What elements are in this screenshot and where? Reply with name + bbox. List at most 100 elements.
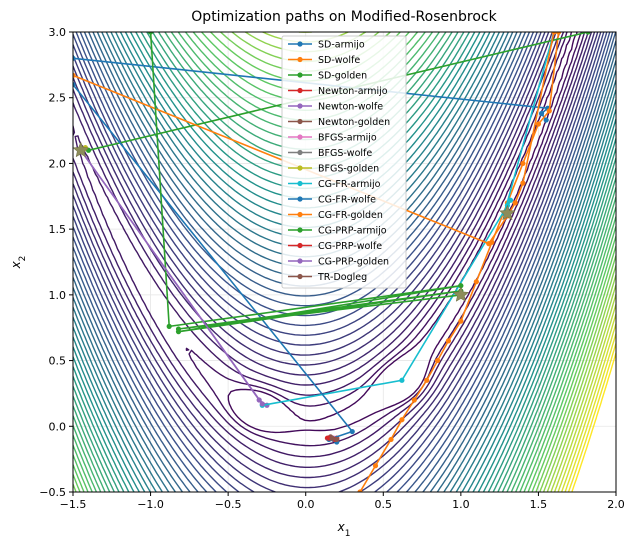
plot-frame: [72, 31, 617, 493]
axis-ticks: −1.5 −1.0 −0.5 0.0 0.5 1.0 1.5 2.0 −0.5 0.0 0.5 1.0…: [39, 26, 624, 511]
legend-marker-SD-wolfe: [297, 56, 303, 63]
y-tick-label: 3.0: [49, 26, 67, 39]
path-point-TR-Dogleg: [329, 435, 335, 441]
path-point-CG-FR-wolfe: [349, 428, 355, 435]
legend-label-CG-FR-golden: CG-FR-golden: [318, 210, 383, 221]
path-point-CG-FR-wolfe: [73, 81, 76, 88]
legend-label-CG-PRP-wolfe: CG-PRP-wolfe: [318, 241, 382, 252]
path-point-CG-FR-golden: [512, 200, 518, 206]
contour-line: [557, 313, 616, 492]
contour-line: [73, 32, 593, 479]
path-point-CG-FR-golden: [551, 32, 557, 35]
legend-marker-CG-PRP-golden: [297, 258, 303, 264]
contour-line: [73, 32, 616, 492]
y-tick-label: 1.5: [49, 223, 67, 236]
legend-label-CG-PRP-armijo: CG-PRP-armijo: [318, 226, 387, 237]
path-point-CG-FR-golden: [73, 72, 76, 78]
x-tick-label: 0.5: [375, 498, 393, 511]
x-tick-label: −1.0: [137, 498, 164, 511]
legend-marker-CG-FR-wolfe: [297, 196, 303, 202]
path-point-SD-wolfe: [555, 32, 562, 35]
path-point-CG-PRP-armijo: [175, 326, 182, 332]
contour-line: [73, 32, 605, 492]
legend-box: [281, 35, 407, 289]
path-CG-FR-armijo: [262, 32, 555, 407]
legend-marker-CG-FR-armijo: [297, 180, 303, 187]
path-point-CG-PRP-armijo: [458, 283, 464, 289]
path-point-SD-wolfe: [546, 108, 552, 114]
x-axis-label-sub: 1: [345, 529, 351, 539]
legend-marker-BFGS-wolfe: [297, 149, 303, 156]
contour-line: [73, 32, 589, 468]
legend-label-CG-PRP-golden: CG-PRP-golden: [318, 257, 389, 268]
contour-line: [553, 303, 616, 492]
path-point-SD-wolfe: [445, 338, 452, 344]
legend-label-CG-FR-armijo: CG-FR-armijo: [318, 179, 381, 190]
path-point-SD-wolfe: [473, 279, 479, 285]
legend-marker-TR-Dogleg: [297, 273, 303, 280]
legend-marker-SD-armijo: [297, 41, 303, 47]
path-point-SD-wolfe: [372, 463, 379, 469]
legend-marker-Newton-golden: [297, 118, 303, 125]
legend-marker-BFGS-golden: [297, 165, 303, 171]
contour-line: [571, 352, 616, 492]
path-CG-FR-wolfe: [73, 84, 354, 443]
path-point-SD-armijo: [543, 117, 549, 123]
x-axis-label-main: x: [337, 520, 346, 534]
legend-label-SD-wolfe: SD-wolfe: [318, 55, 360, 66]
path-point-SD-golden: [585, 32, 591, 35]
legend-label-Newton-armijo: Newton-armijo: [318, 86, 388, 97]
legend-marker-BFGS-armijo: [297, 134, 303, 140]
y-axis-label-sub: 2: [18, 256, 28, 262]
path-point-SD-wolfe: [357, 489, 363, 492]
legend-label-SD-golden: SD-golden: [318, 71, 367, 82]
path-point-CG-FR-armijo: [399, 377, 405, 383]
path-point-SD-wolfe: [388, 436, 394, 443]
legend-label-SD-armijo: SD-armijo: [318, 40, 365, 51]
path-point-SD-wolfe: [434, 357, 441, 364]
path-point-CG-FR-golden: [520, 180, 526, 186]
legend-marker-CG-PRP-wolfe: [297, 242, 303, 249]
x-tick-label: 1.0: [452, 498, 470, 511]
contour-line: [73, 32, 586, 458]
legend-marker-CG-PRP-armijo: [297, 227, 303, 233]
path-point-TR-Dogleg: [334, 436, 340, 443]
path-point-SD-wolfe: [424, 377, 430, 383]
legend-label-Newton-golden: Newton-golden: [318, 117, 390, 128]
minimum-star-marker: [73, 141, 90, 158]
contour-line: [73, 32, 608, 492]
contour-line: [73, 32, 616, 492]
contour-line: [298, 32, 616, 492]
path-CG-FR-golden: [73, 32, 555, 245]
path-point-SD-wolfe: [520, 160, 526, 167]
x-tick-label: 2.0: [607, 498, 625, 511]
x-axis-label: x1: [337, 520, 351, 539]
legend-label-BFGS-wolfe: BFGS-wolfe: [318, 148, 372, 159]
contour-line: [73, 32, 616, 492]
legend-label-CG-FR-wolfe: CG-FR-wolfe: [318, 195, 376, 206]
path-point-CG-PRP-golden: [259, 401, 265, 407]
y-tick-label: 0.5: [49, 355, 67, 368]
path-point-SD-wolfe: [458, 318, 464, 324]
legend-label-BFGS-golden: BFGS-golden: [318, 164, 379, 175]
x-tick-label: 0.0: [297, 498, 315, 511]
path-point-SD-armijo: [73, 55, 76, 61]
contour-line: [73, 32, 616, 492]
optimization-paths: [73, 32, 591, 492]
path-point-SD-wolfe: [399, 417, 405, 423]
legend-label-Newton-wolfe: Newton-wolfe: [318, 102, 383, 113]
path-point-SD-wolfe: [411, 397, 417, 403]
y-tick-label: 0.0: [49, 420, 67, 433]
legend-marker-Newton-armijo: [297, 87, 303, 94]
minima-markers: [73, 141, 516, 302]
path-point-CG-PRP-armijo: [147, 32, 154, 35]
y-tick-label: 2.5: [49, 92, 67, 105]
legend-label-BFGS-armijo: BFGS-armijo: [318, 133, 377, 144]
legend-label-TR-Dogleg: TR-Dogleg: [317, 272, 367, 283]
contour-line: [73, 32, 616, 492]
contour-line: [73, 32, 599, 492]
y-axis-label-main: x: [9, 260, 23, 269]
contour-line: [564, 332, 616, 492]
y-axis-label: x2: [9, 256, 28, 270]
minimum-star-marker: [499, 204, 516, 221]
